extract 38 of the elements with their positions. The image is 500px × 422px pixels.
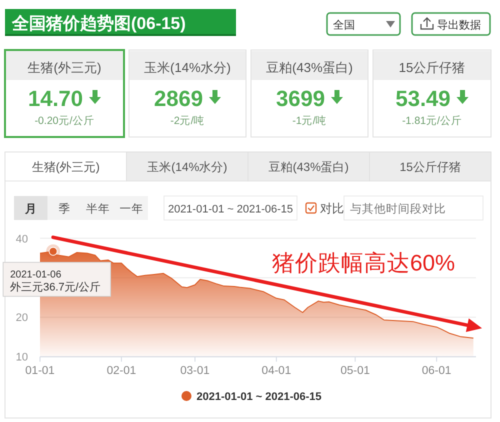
category-label: 季 — [58, 202, 70, 216]
legend-label: 2021-01-01 ~ 2021-06-15 — [196, 391, 322, 403]
category-label: 玉米(14%水分) — [147, 160, 228, 174]
text: 全国 — [333, 20, 355, 32]
text: 3699 — [276, 86, 325, 111]
y-tick-label: 40 — [16, 233, 28, 246]
category-label: 豆粕(43%蛋白) — [268, 160, 349, 174]
category-label: 月 — [24, 202, 37, 216]
category-label: 生猪(外三元) — [32, 160, 100, 174]
text: 2021-01-01 ~ 2021-06-15 — [168, 204, 294, 216]
x-tick-label: 04-01 — [262, 365, 292, 377]
text: 与其他时间段对比 — [350, 202, 446, 216]
category-label: 半年 — [86, 202, 110, 216]
text: 53.49 — [395, 86, 451, 111]
y-tick-label: 10 — [16, 352, 28, 364]
text: 导出数据 — [437, 18, 481, 32]
y-tick-label: 20 — [16, 312, 28, 324]
x-tick-label: 05-01 — [340, 365, 370, 377]
x-tick-label: 06-01 — [422, 365, 452, 377]
text: 14.70 — [28, 86, 84, 111]
text: -1元/吨 — [292, 114, 327, 127]
x-tick-label: 03-01 — [180, 365, 210, 377]
text: 生猪(外三元) — [28, 60, 102, 75]
text: 对比 — [320, 202, 344, 216]
text: -2元/吨 — [170, 114, 205, 127]
category-label: 15公斤仔猪 — [400, 160, 461, 174]
annotation: 猪价跌幅高达60% — [272, 250, 455, 276]
text: 全国猪价趋势图(06-15) — [11, 14, 186, 33]
text: 豆粕(43%蛋白) — [266, 60, 353, 75]
text: -0.20元/公斤 — [34, 114, 94, 127]
text: 2869 — [154, 86, 203, 111]
text: -1.81元/公斤 — [402, 114, 462, 127]
annotation: 2021-01-06 外三元36.7元/公斤 — [10, 269, 101, 294]
x-tick-label: 02-01 — [106, 365, 136, 377]
category-label: 一年 — [119, 202, 144, 216]
text: 玉米(14%水分) — [144, 60, 231, 75]
x-tick-label: 01-01 — [25, 365, 55, 377]
text: 15公斤仔猪 — [398, 60, 466, 75]
